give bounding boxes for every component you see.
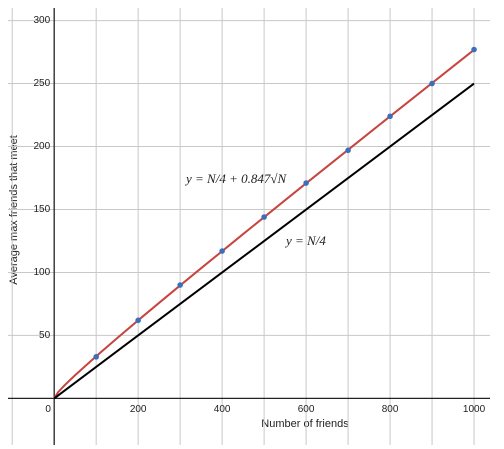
x-tick-label: 1000 [463, 404, 486, 415]
y-tick-label: 250 [33, 78, 50, 89]
data-point [135, 317, 141, 324]
y-tick-label: 300 [33, 15, 50, 26]
data-point [93, 354, 99, 360]
data-point [471, 46, 477, 53]
x-tick-label: 0 [45, 404, 51, 415]
y-tick-label: 150 [33, 204, 50, 215]
data-point [429, 80, 435, 87]
y-tick-label: 200 [33, 141, 50, 152]
annotation: y = N/4 [284, 233, 326, 248]
data-point [387, 113, 393, 120]
x-tick-label: 200 [130, 404, 147, 415]
data-point [261, 214, 267, 220]
y-tick-label: 50 [39, 330, 51, 341]
data-point [345, 147, 351, 154]
x-tick-label: 400 [214, 404, 231, 415]
x-axis-title: Number of friends [261, 418, 349, 430]
annotation: y = N/4 + 0.847√N [184, 171, 287, 186]
x-tick-label: 800 [382, 404, 399, 415]
data-point [219, 248, 225, 254]
data-point [303, 180, 309, 186]
y-axis-title: Average max friends that meet [8, 135, 20, 285]
curve [53, 49, 475, 399]
curve [53, 82, 475, 400]
y-tick-label: 100 [33, 267, 50, 278]
x-tick-label: 600 [298, 404, 315, 415]
data-point [177, 282, 183, 288]
